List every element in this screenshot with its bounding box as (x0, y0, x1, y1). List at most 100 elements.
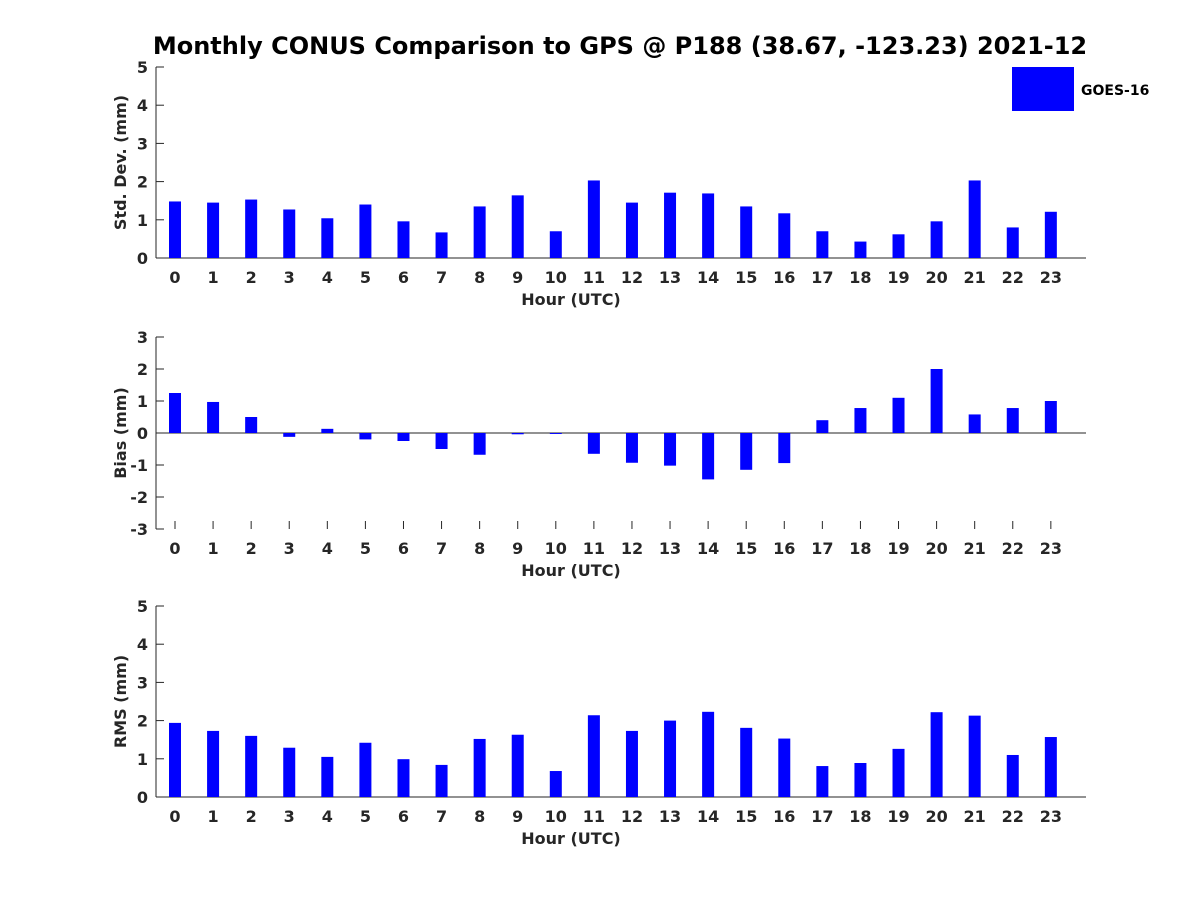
x-tick-label: 19 (887, 539, 909, 558)
bar (245, 199, 258, 258)
x-tick-label: 15 (735, 268, 757, 287)
bar (816, 766, 829, 797)
y-tick-label: 5 (137, 597, 148, 616)
x-tick-label: 20 (925, 539, 947, 558)
x-tick-label: 3 (284, 268, 295, 287)
y-tick-label: -2 (130, 488, 148, 507)
x-tick-label: 2 (246, 268, 257, 287)
x-tick-label: 11 (583, 539, 605, 558)
bar (1044, 737, 1057, 797)
x-axis-label: Hour (UTC) (521, 290, 621, 309)
x-axis-label: Hour (UTC) (521, 561, 621, 580)
bar (778, 738, 791, 797)
bar (473, 206, 486, 258)
x-tick-label: 21 (964, 807, 986, 826)
bar (549, 771, 562, 797)
bar (930, 221, 943, 258)
bar (473, 433, 486, 455)
x-tick-label: 18 (849, 807, 871, 826)
legend: GOES-16 (1012, 67, 1149, 111)
bar (1006, 754, 1019, 797)
bar (702, 193, 715, 258)
legend-swatch (1012, 67, 1074, 111)
y-tick-label: 0 (137, 424, 148, 443)
bar (625, 433, 638, 463)
y-axis-label: RMS (mm) (111, 655, 130, 748)
bar (664, 192, 677, 258)
bar (1006, 408, 1019, 433)
bar (283, 433, 296, 437)
y-axis-label: Std. Dev. (mm) (111, 95, 130, 230)
bar (397, 221, 410, 258)
x-tick-label: 1 (208, 268, 219, 287)
x-tick-label: 3 (284, 807, 295, 826)
bar (816, 231, 829, 258)
x-tick-label: 20 (925, 807, 947, 826)
x-tick-label: 5 (360, 268, 371, 287)
x-tick-label: 9 (512, 807, 523, 826)
x-tick-label: 8 (474, 268, 485, 287)
bar (321, 218, 334, 258)
y-tick-label: 2 (137, 173, 148, 192)
x-tick-label: 16 (773, 268, 795, 287)
x-tick-label: 2 (246, 807, 257, 826)
y-tick-label: 1 (137, 750, 148, 769)
x-tick-label: 13 (659, 268, 681, 287)
bar (549, 231, 562, 258)
bar (854, 241, 867, 258)
x-tick-label: 6 (398, 807, 409, 826)
y-tick-label: 3 (137, 328, 148, 347)
bar (778, 433, 791, 464)
bar (968, 414, 981, 433)
y-tick-label: 0 (137, 788, 148, 807)
bar (930, 712, 943, 797)
x-tick-label: 12 (621, 807, 643, 826)
x-tick-label: 19 (887, 807, 909, 826)
bar (511, 195, 524, 258)
x-tick-label: 17 (811, 807, 833, 826)
bar (892, 748, 905, 797)
x-tick-label: 23 (1040, 268, 1062, 287)
x-tick-label: 0 (169, 268, 180, 287)
y-tick-label: 0 (137, 249, 148, 268)
bar (359, 204, 372, 258)
bar (930, 369, 943, 433)
x-tick-label: 7 (436, 539, 447, 558)
x-tick-label: 4 (322, 539, 333, 558)
bar (511, 433, 524, 435)
bar (245, 417, 258, 433)
bar (435, 433, 448, 449)
x-tick-label: 12 (621, 268, 643, 287)
x-tick-label: 15 (735, 539, 757, 558)
x-tick-label: 5 (360, 807, 371, 826)
y-tick-label: 3 (137, 134, 148, 153)
x-tick-label: 13 (659, 539, 681, 558)
bar (702, 711, 715, 797)
bar (816, 420, 829, 433)
bar (169, 201, 181, 258)
x-tick-label: 1 (208, 807, 219, 826)
bar (664, 720, 677, 797)
bar (321, 428, 334, 433)
x-tick-label: 21 (964, 268, 986, 287)
x-tick-label: 20 (925, 268, 947, 287)
x-tick-label: 17 (811, 268, 833, 287)
bar (397, 433, 410, 441)
bar (169, 393, 181, 433)
x-tick-label: 14 (697, 268, 719, 287)
x-tick-label: 11 (583, 807, 605, 826)
bar (1044, 401, 1057, 433)
bar (1044, 211, 1057, 258)
x-tick-label: 12 (621, 539, 643, 558)
x-tick-label: 4 (322, 807, 333, 826)
bar (664, 433, 677, 466)
bar (473, 738, 486, 797)
bar (169, 722, 181, 797)
x-tick-label: 7 (436, 807, 447, 826)
bar (854, 408, 867, 433)
y-tick-label: 1 (137, 211, 148, 230)
x-tick-label: 6 (398, 268, 409, 287)
bar (702, 433, 715, 480)
